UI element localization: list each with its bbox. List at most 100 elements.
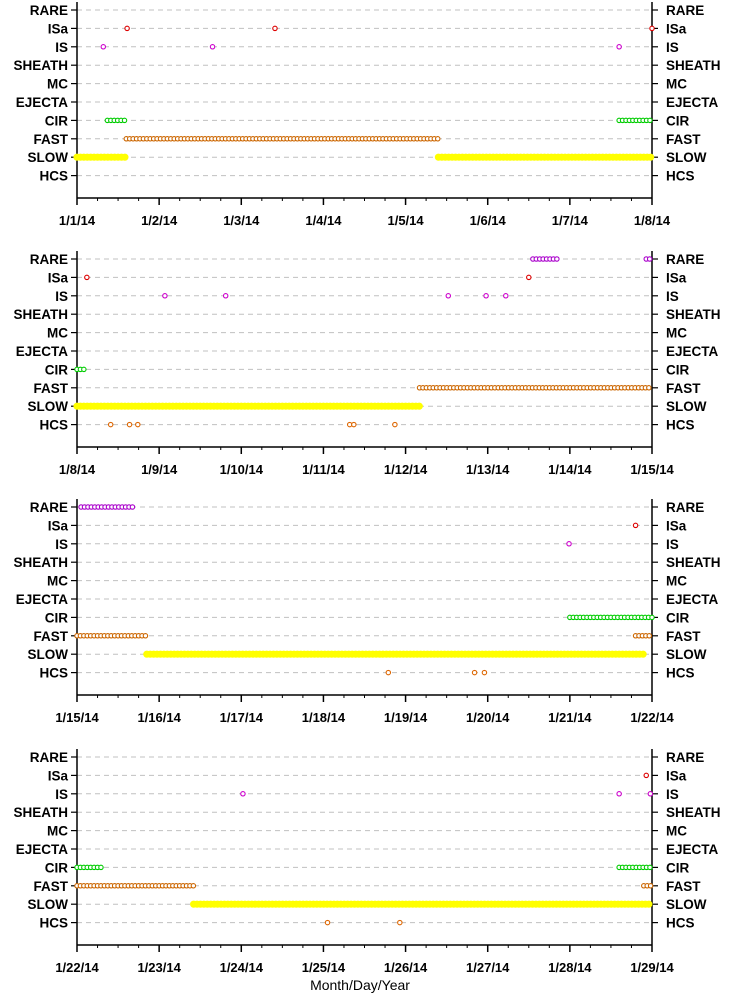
marker-fast	[646, 385, 652, 391]
right-category-label: SHEATH	[666, 555, 721, 570]
right-category-label: SHEATH	[666, 805, 721, 820]
right-category-label: SLOW	[666, 897, 707, 912]
right-category-label: HCS	[666, 418, 695, 433]
marker-cir	[98, 864, 104, 871]
right-category-label: ISa	[666, 21, 687, 36]
left-category-label: SLOW	[28, 150, 69, 165]
marker-slow	[415, 402, 423, 410]
left-category-label: EJECTA	[16, 95, 69, 110]
marker-hcs	[351, 421, 357, 428]
marker-is	[445, 293, 452, 299]
marker-isa	[632, 522, 639, 529]
right-category-label: RARE	[666, 252, 704, 267]
marker-fast	[142, 633, 149, 639]
marker-isa	[526, 274, 532, 281]
right-category-label: FAST	[666, 132, 701, 147]
panel-3: RARE RARE ISa ISa IS IS SHEATH SHEATH MC MC EJECTA…	[13, 499, 721, 725]
marker-slow	[647, 153, 655, 161]
marker-hcs	[324, 919, 331, 926]
marker-slow	[121, 153, 129, 161]
x-tick-label: 1/28/14	[548, 960, 592, 975]
marker-isa	[124, 25, 130, 32]
x-tick-label: 1/15/14	[630, 462, 674, 477]
marker-hcs	[135, 421, 141, 428]
right-category-label: CIR	[666, 860, 690, 875]
left-category-label: HCS	[39, 916, 68, 931]
x-tick-label: 1/22/14	[630, 710, 674, 725]
left-category-label: MC	[47, 574, 68, 589]
right-category-label: EJECTA	[666, 344, 719, 359]
x-tick-label: 1/20/14	[466, 710, 510, 725]
x-tick-label: 1/6/14	[470, 213, 507, 228]
right-category-label: HCS	[666, 169, 695, 184]
right-category-label: FAST	[666, 381, 701, 396]
right-category-label: IS	[666, 537, 679, 552]
panels-layer: RARE RARE ISa ISa IS IS SHEATH SHEATH MC MC EJECTA…	[13, 2, 721, 975]
left-category-label: MC	[47, 77, 68, 92]
panel-1: RARE RARE ISa ISa IS IS SHEATH SHEATH MC MC EJECTA…	[13, 2, 721, 228]
x-tick-label: 1/19/14	[384, 710, 428, 725]
right-category-label: RARE	[666, 500, 704, 515]
right-category-label: SLOW	[666, 399, 707, 414]
left-category-label: CIR	[45, 610, 69, 625]
marker-is	[566, 541, 572, 547]
x-tick-label: 1/17/14	[220, 710, 264, 725]
marker-hcs	[385, 669, 392, 676]
left-category-label: SHEATH	[13, 555, 68, 570]
left-category-label: CIR	[45, 113, 69, 128]
x-tick-label: 1/18/14	[302, 710, 346, 725]
marker-hcs	[392, 421, 398, 428]
right-category-label: IS	[666, 40, 679, 55]
marker-hcs	[397, 919, 403, 926]
left-category-label: IS	[55, 537, 68, 552]
marker-fast	[190, 883, 197, 889]
right-category-label: ISa	[666, 518, 687, 533]
x-tick-label: 1/10/14	[220, 462, 264, 477]
marker-is	[100, 44, 107, 50]
right-category-label: SLOW	[666, 647, 707, 662]
right-category-label: EJECTA	[666, 592, 719, 607]
marker-is	[503, 293, 509, 299]
left-category-label: SHEATH	[13, 805, 68, 820]
right-category-label: MC	[666, 326, 687, 341]
marker-hcs	[471, 669, 478, 676]
x-tick-label: 1/11/14	[302, 462, 345, 477]
right-category-label: CIR	[666, 610, 690, 625]
x-axis-label: Month/Day/Year	[310, 977, 410, 993]
marker-fast	[434, 136, 441, 142]
marker-cir	[81, 366, 87, 373]
right-category-label: MC	[666, 77, 687, 92]
right-category-label: SHEATH	[666, 58, 721, 73]
x-tick-label: 1/2/14	[141, 213, 178, 228]
right-category-label: EJECTA	[666, 95, 719, 110]
left-category-label: MC	[47, 326, 68, 341]
x-tick-label: 1/8/14	[634, 213, 671, 228]
x-tick-label: 1/26/14	[384, 960, 428, 975]
left-category-label: ISa	[48, 270, 69, 285]
right-category-label: CIR	[666, 113, 690, 128]
marker-rare	[129, 504, 136, 510]
x-tick-label: 1/4/14	[305, 213, 342, 228]
right-category-label: FAST	[666, 629, 701, 644]
left-category-label: RARE	[30, 750, 68, 765]
x-tick-label: 1/1/14	[59, 213, 96, 228]
right-category-label: ISa	[666, 768, 687, 783]
left-category-label: IS	[55, 289, 68, 304]
marker-isa	[84, 274, 90, 281]
left-category-label: SLOW	[28, 897, 69, 912]
left-category-label: FAST	[33, 132, 68, 147]
marker-is	[647, 791, 654, 797]
left-category-label: HCS	[39, 418, 68, 433]
left-category-label: RARE	[30, 252, 68, 267]
left-category-label: HCS	[39, 169, 68, 184]
right-category-label: FAST	[666, 879, 701, 894]
x-tick-label: 1/7/14	[552, 213, 589, 228]
left-category-label: MC	[47, 824, 68, 839]
marker-is	[616, 791, 622, 797]
x-tick-label: 1/13/14	[466, 462, 510, 477]
left-category-label: SLOW	[28, 647, 69, 662]
right-category-label: RARE	[666, 3, 704, 18]
marker-slow	[645, 900, 653, 908]
panel-4: RARE RARE ISa ISa IS IS SHEATH SHEATH MC MC EJECTA…	[13, 749, 721, 975]
left-category-label: EJECTA	[16, 344, 69, 359]
